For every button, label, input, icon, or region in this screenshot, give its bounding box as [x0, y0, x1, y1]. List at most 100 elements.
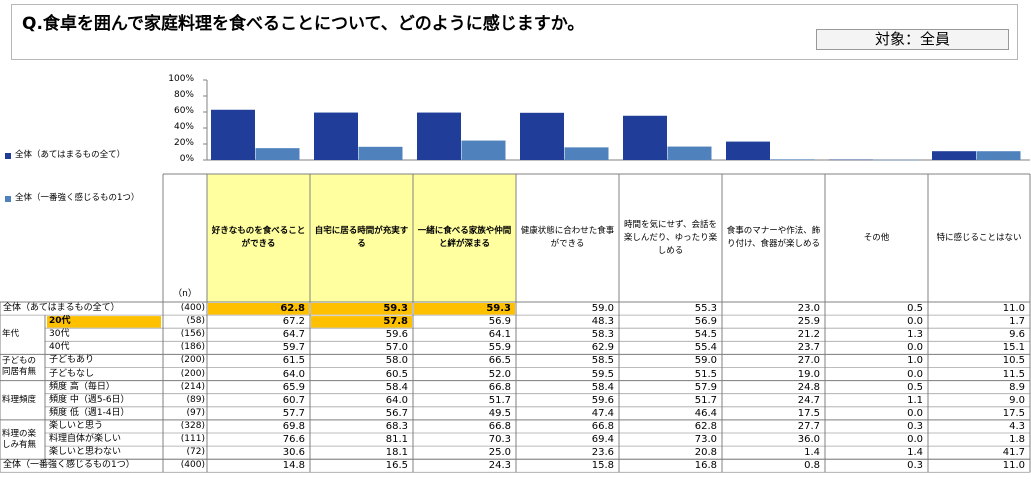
row-label: 楽しいと思う	[49, 420, 104, 431]
cell-value: 27.0	[797, 355, 820, 367]
cell-value: 23.0	[797, 303, 820, 314]
cell-value: 0.0	[907, 316, 923, 328]
cell-value: 17.5	[1002, 407, 1025, 419]
row-label: 全体（あてはまるもの全て）	[3, 303, 120, 313]
cell-value: 0.0	[907, 407, 923, 419]
cell-value: 66.5	[488, 355, 511, 367]
bar-s1-8	[932, 151, 976, 160]
cell-value: 14.8	[282, 460, 305, 472]
cell-value: 47.4	[591, 407, 614, 419]
cell-value: 59.5	[591, 368, 614, 380]
cell-value: 68.3	[385, 420, 408, 432]
column-header-5: 時間を気にせず、会話を楽しんだり、ゆったり楽しめる	[623, 219, 718, 256]
row-n: (89)	[186, 394, 205, 405]
cell-value: 30.6	[282, 447, 305, 459]
row-label: 40代	[49, 342, 70, 353]
cell-value: 24.7	[797, 394, 820, 406]
cell-value: 60.5	[385, 368, 408, 380]
cell-value: 0.0	[907, 434, 923, 445]
cell-value: 70.3	[488, 434, 511, 445]
cell-value: 24.3	[488, 460, 511, 472]
legend-swatch-2	[5, 196, 11, 202]
bar-s2-6	[770, 159, 815, 160]
cell-value: 25.0	[488, 447, 511, 459]
bar-s2-8	[976, 151, 1021, 160]
label-highlight	[47, 316, 161, 328]
cell-value: 67.2	[282, 316, 305, 328]
cell-value: 0.3	[907, 460, 923, 472]
row-label: 20代	[49, 316, 71, 327]
cell-value: 58.3	[591, 329, 614, 341]
target-label: 対象：全員	[816, 29, 1009, 50]
cell-value: 46.4	[694, 407, 717, 419]
cell-value: 17.5	[797, 407, 820, 419]
cell-value: 27.7	[797, 420, 820, 432]
cell-value: 0.5	[907, 381, 923, 393]
cell-value: 21.2	[797, 329, 820, 341]
cell-value: 58.0	[385, 355, 408, 367]
header-highlight	[413, 174, 516, 302]
legend-label-1: 全体（あてはまるもの全て）	[15, 150, 126, 160]
cell-value: 57.0	[385, 342, 408, 354]
cell-value: 54.5	[694, 329, 717, 341]
row-label: 頻度 中（週5-6日）	[49, 394, 130, 405]
row-n: (400)	[180, 460, 205, 471]
cell-highlight	[311, 303, 412, 315]
cell-value: 11.0	[1002, 460, 1025, 472]
column-header-7: その他	[863, 232, 890, 243]
y-tick-label: 100%	[168, 74, 194, 84]
bar-s1-3	[417, 112, 461, 160]
row-label: 子どもなし	[49, 368, 95, 379]
cell-value: 16.8	[694, 460, 717, 472]
cell-value: 9.6	[1009, 329, 1025, 341]
row-n: (97)	[186, 407, 205, 418]
cell-value: 15.1	[1002, 342, 1025, 354]
bar-s1-7	[829, 159, 873, 161]
cell-value: 59.3	[486, 303, 511, 314]
row-label: 子どもあり	[49, 355, 95, 366]
cell-value: 11.0	[1002, 303, 1025, 314]
row-n: (400)	[180, 303, 205, 313]
cell-value: 62.8	[280, 303, 305, 314]
cell-value: 58.5	[591, 355, 614, 367]
cell-value: 1.3	[907, 329, 923, 341]
row-label: 料理自体が楽しい	[49, 434, 122, 444]
cell-value: 10.5	[1002, 355, 1025, 367]
cell-value: 76.6	[282, 434, 305, 445]
cell-value: 25.9	[797, 316, 820, 328]
cell-value: 24.8	[797, 381, 820, 393]
cell-highlight	[414, 303, 515, 315]
y-tick-label: 60%	[173, 106, 194, 116]
cell-value: 9.0	[1009, 394, 1025, 406]
legend-swatch-1	[5, 153, 11, 159]
cell-value: 57.8	[383, 316, 408, 328]
row-n: (72)	[186, 447, 205, 458]
bar-s2-5	[667, 146, 712, 160]
row-n: (328)	[180, 420, 205, 431]
cell-value: 56.9	[694, 316, 717, 328]
cell-value: 8.9	[1009, 381, 1025, 393]
cell-value: 48.3	[591, 316, 614, 328]
cell-value: 15.8	[591, 460, 614, 472]
header-highlight	[207, 174, 310, 302]
cell-value: 0.5	[907, 303, 923, 314]
cell-value: 49.5	[488, 407, 511, 419]
cell-value: 66.8	[488, 381, 511, 393]
column-header-2: 自宅に居る時間が充実する	[314, 226, 409, 249]
group-label: 子どもの同居有無	[2, 356, 37, 378]
bar-s1-5	[623, 115, 667, 160]
cell-value: 59.7	[282, 342, 305, 354]
cell-value: 59.6	[385, 329, 408, 341]
cell-value: 19.0	[797, 368, 820, 380]
row-n: (200)	[180, 355, 205, 366]
cell-value: 58.4	[385, 381, 408, 393]
legend-label-2: 全体（一番強く感じるもの1つ）	[15, 193, 140, 203]
cell-value: 58.4	[591, 381, 614, 393]
row-n: (58)	[186, 316, 205, 327]
cell-value: 60.7	[282, 394, 305, 406]
cell-value: 1.4	[804, 447, 820, 459]
cell-value: 59.3	[383, 303, 408, 314]
bar-s2-7	[873, 159, 918, 161]
group-label: 料理頻度	[2, 394, 37, 405]
